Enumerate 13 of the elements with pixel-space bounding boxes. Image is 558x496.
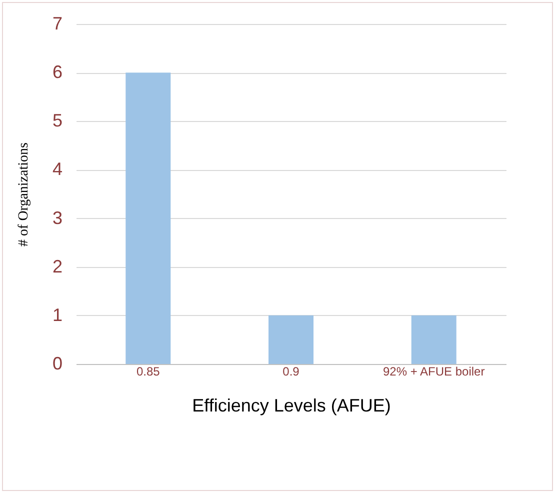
x-tick-label: 0.9 (282, 364, 300, 378)
y-tick-label: 0 (52, 354, 62, 374)
y-tick-label: 1 (52, 304, 62, 325)
x-tick-label: 0.85 (136, 364, 160, 378)
y-tick-label: 3 (52, 208, 62, 228)
y-tick-label: 7 (52, 14, 62, 34)
x-axis-title: Efficiency Levels (AFUE) (192, 396, 391, 416)
y-axis-title: # of Organizations (16, 142, 32, 246)
y-tick-label: 4 (52, 159, 62, 180)
y-tick-label: 2 (52, 256, 62, 276)
x-tick-label: 92% + AFUE boiler (383, 364, 485, 378)
y-tick-label: 5 (52, 110, 62, 131)
y-tick-label: 6 (52, 62, 62, 82)
